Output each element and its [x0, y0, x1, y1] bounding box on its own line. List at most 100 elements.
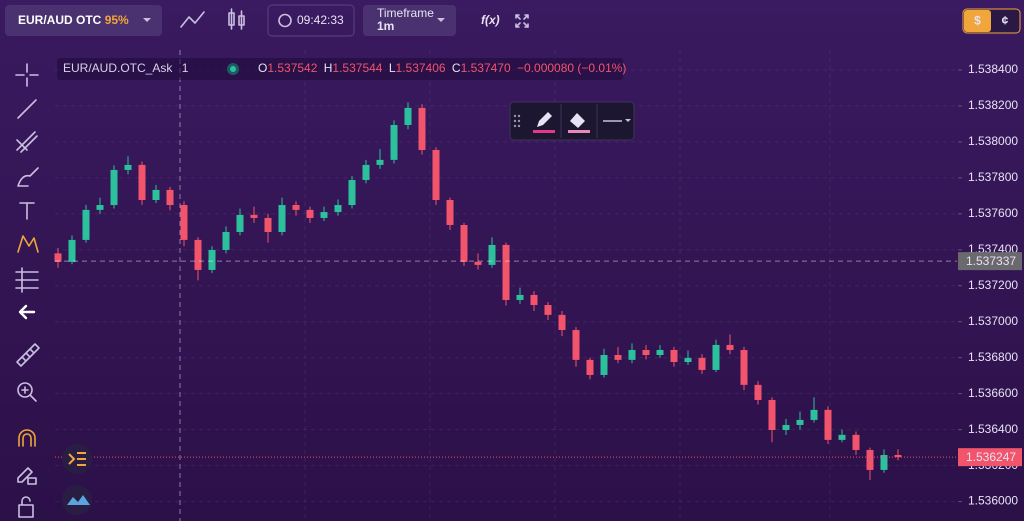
candle-body [488, 244, 496, 265]
candle-body [740, 349, 748, 385]
candle-body [698, 357, 706, 370]
candle-body [656, 349, 664, 356]
o-label: O [258, 61, 267, 75]
brush-tool[interactable] [17, 167, 39, 187]
interval: 1 [182, 61, 189, 75]
ohlc: O1.537542 H1.537544 L1.537406 C1.537470 … [258, 61, 626, 75]
lock-draw-tool[interactable] [17, 467, 37, 485]
payout[interactable]: 95% [105, 13, 129, 27]
last-price-box [958, 448, 1022, 467]
c-value: 1.537470 [461, 61, 511, 75]
dot[interactable] [513, 114, 517, 118]
clock-icon [278, 13, 292, 28]
zoom-tool-part[interactable] [21, 386, 37, 402]
candle-body [530, 294, 538, 306]
candle-body [208, 249, 216, 270]
candle-body [250, 214, 258, 218]
candle-body [68, 239, 76, 262]
candle-body [292, 205, 300, 210]
timeframe[interactable]: 1m [377, 19, 394, 33]
candle-body [446, 199, 454, 225]
timeframe-box[interactable] [363, 5, 456, 36]
candle-body [600, 355, 608, 375]
h-label: H [324, 61, 333, 75]
dot[interactable] [517, 124, 521, 128]
drag-handle[interactable] [513, 114, 521, 128]
dot[interactable] [517, 119, 521, 123]
asset[interactable]: EUR/AUD OTC [18, 13, 102, 27]
back-arrow[interactable] [18, 304, 36, 320]
price-axis: 1.538400 1.538200 1.538000 1.537800 1.537600… [958, 62, 1022, 508]
candle-body [810, 409, 818, 420]
pencil-icon[interactable] [537, 112, 552, 127]
candle-body [320, 212, 328, 218]
crosshair-tool[interactable] [15, 63, 39, 87]
pattern-tool[interactable] [17, 235, 39, 253]
indicators[interactable]: f(x) [481, 13, 500, 27]
fill-icon[interactable] [570, 113, 585, 128]
candle-body [152, 189, 160, 200]
symbol: EUR/AUD.OTC_Ask [63, 61, 173, 75]
plot [54, 102, 957, 480]
pencil-color[interactable] [533, 130, 555, 133]
y-tick-label: 1.537200 [968, 278, 1018, 292]
candle-body [768, 399, 776, 431]
candle-body [866, 449, 874, 470]
fullscreen-icon[interactable] [515, 14, 529, 28]
line-tool[interactable] [17, 99, 37, 119]
dot[interactable] [513, 124, 517, 128]
dropdown-arrow[interactable] [437, 18, 445, 22]
dot[interactable] [513, 119, 517, 123]
candle-body [236, 214, 244, 232]
candle-body [726, 344, 734, 350]
y-tick-label: 1.538200 [968, 98, 1018, 112]
currency-cent[interactable]: ¢ [1002, 14, 1009, 28]
candle-body [54, 253, 62, 262]
currency-dollar[interactable]: $ [974, 14, 981, 28]
unlock-tool[interactable] [18, 496, 34, 518]
candle-body [222, 231, 230, 250]
candle-body [138, 164, 146, 200]
line-chart-icon[interactable] [180, 11, 205, 28]
asset-button[interactable] [5, 5, 162, 36]
left-toolbar [15, 63, 40, 518]
crosshair-price-box [958, 252, 1022, 271]
magnet-tool[interactable] [18, 429, 36, 447]
measure-tool[interactable] [15, 267, 39, 293]
candle-body [782, 424, 790, 431]
candle-body [712, 344, 720, 370]
dot[interactable] [517, 114, 521, 118]
sentiment-button[interactable] [62, 485, 92, 515]
y-tick-label: 1.536600 [968, 386, 1018, 400]
candle-body [278, 205, 286, 232]
candle-body [110, 169, 118, 206]
y-tick-label: 1.538000 [968, 134, 1018, 148]
legend: EUR/AUD.OTC_Ask 1 [63, 61, 189, 75]
fib-tool[interactable] [16, 131, 38, 153]
asset-label[interactable]: EUR/AUD OTC 95% [18, 13, 129, 27]
candle-body [502, 244, 510, 300]
dropdown-arrow[interactable] [143, 18, 151, 22]
candle-body [376, 159, 384, 165]
text-tool[interactable] [19, 202, 35, 220]
y-tick-label: 1.538400 [968, 62, 1018, 76]
candle-body [684, 357, 692, 363]
timeframe-label[interactable]: Timeframe [377, 6, 434, 20]
fill-color[interactable] [568, 130, 590, 133]
candle-body [516, 294, 524, 300]
signals-icon[interactable] [68, 452, 86, 466]
ruler-tool[interactable] [16, 343, 40, 367]
y-tick-label: 1.537800 [968, 170, 1018, 184]
sentiment-icon[interactable] [67, 495, 90, 505]
zoom-tool[interactable] [17, 382, 33, 398]
y-tick-label: 1.536000 [968, 494, 1018, 508]
candles-icon[interactable] [228, 8, 245, 30]
currency-active[interactable] [964, 10, 991, 32]
o-value: 1.537542 [267, 61, 317, 75]
dropdown-arrow[interactable] [625, 119, 631, 122]
candle-body [180, 205, 188, 240]
h-value: 1.537544 [332, 61, 382, 75]
candle-body [824, 409, 832, 440]
